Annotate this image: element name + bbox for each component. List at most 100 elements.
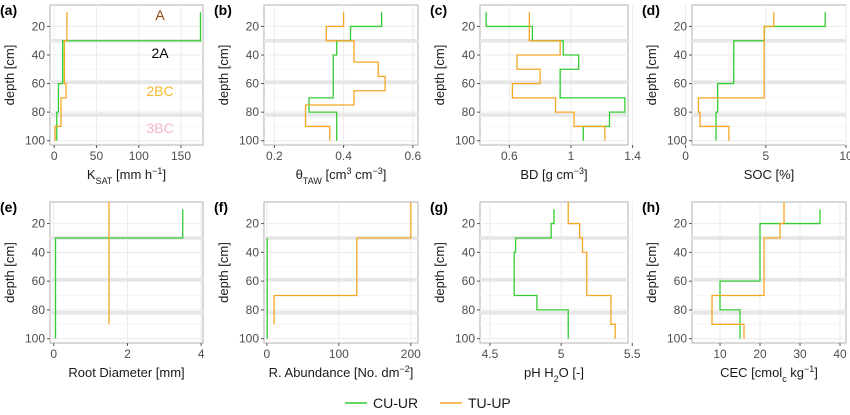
plot-area (691, 201, 847, 344)
legend-label-tu-up: TU-UP (468, 395, 511, 411)
horizon-band (50, 277, 203, 282)
horizon-band (480, 80, 628, 84)
series-line-cu-ur (56, 12, 202, 141)
y-axis-label: depth [cm] (216, 45, 231, 106)
horizon-label-2bc: 2BC (146, 83, 173, 99)
horizon-band (50, 310, 203, 315)
x-tick-label: 0.4 (335, 149, 352, 163)
x-axis-label-part: K (87, 167, 96, 182)
x-tick-label: 0 (264, 347, 271, 361)
y-tick-label: 40 (246, 48, 260, 62)
x-tick-label: 10 (839, 149, 850, 163)
x-axis-label: R. Abundance [No. dm−2] (269, 364, 414, 380)
y-tick-label: 100 (239, 134, 259, 148)
x-tick-label: 0 (50, 347, 57, 361)
horizon-band (480, 277, 628, 282)
panel-label: (b) (214, 2, 232, 18)
horizon-band (692, 277, 846, 282)
x-axis-label-part: c (782, 374, 787, 384)
x-tick-label: 20 (753, 347, 767, 361)
x-tick-label: 50 (90, 149, 104, 163)
x-tick-label: 30 (793, 347, 807, 361)
series-line-cu-ur (308, 12, 383, 141)
x-axis-label-part: SAT (96, 176, 113, 186)
y-tick-label: 80 (674, 105, 688, 119)
panel-label: (e) (0, 199, 17, 215)
panel-a: 20 40 60 80 100 0 50 100 150 depth [cm] KSAT [mm h… (0, 2, 204, 186)
x-tick-label: 0.2 (266, 149, 283, 163)
series-line-cu-ur (719, 209, 821, 339)
y-tick-label: 60 (32, 77, 46, 91)
y-tick-label: 20 (674, 19, 688, 33)
legend: CU-UR TU-UP (345, 395, 511, 411)
y-axis-label: depth [cm] (2, 45, 17, 106)
x-tick-label: 0.6 (501, 149, 518, 163)
y-tick-label: 80 (246, 303, 260, 317)
x-axis-label-part: pH H (524, 365, 554, 380)
y-tick-label: 80 (462, 303, 476, 317)
x-tick-label: 1.4 (624, 149, 641, 163)
y-tick-label: 60 (32, 274, 46, 288)
y-tick-label: 100 (25, 332, 45, 346)
x-axis-label-part: ] (814, 365, 818, 380)
panel-label: (h) (642, 199, 660, 215)
y-tick-label: 40 (32, 48, 46, 62)
horizon-label-2a: 2A (151, 45, 169, 61)
plot-area (691, 4, 847, 146)
y-tick-label: 100 (667, 332, 687, 346)
y-tick-label: 80 (462, 105, 476, 119)
plot-area (49, 201, 204, 344)
legend-label-cu-ur: CU-UR (373, 395, 418, 411)
x-axis-label-part: SOC [%] (744, 167, 795, 182)
x-tick-label: 100 (329, 347, 349, 361)
x-axis-label-part: TAW (303, 176, 322, 186)
x-tick-label: 5 (762, 149, 769, 163)
y-tick-label: 60 (246, 77, 260, 91)
y-tick-label: 60 (462, 274, 476, 288)
x-tick-label: 150 (171, 149, 191, 163)
y-axis-label: depth [cm] (216, 242, 231, 303)
x-axis-label-part: ] (162, 167, 166, 182)
y-tick-label: 100 (667, 134, 687, 148)
y-tick-label: 80 (32, 303, 46, 317)
y-tick-label: 80 (674, 303, 688, 317)
horizon-band (692, 310, 846, 315)
plot-area (263, 4, 419, 146)
y-tick-label: 60 (246, 274, 260, 288)
y-tick-label: 20 (246, 217, 260, 231)
y-tick-label: 60 (674, 274, 688, 288)
x-axis-label: SOC [%] (744, 167, 795, 182)
horizon-band (264, 80, 418, 84)
x-axis-label: CEC [cmolc kg−1] (720, 364, 818, 384)
x-tick-label: 200 (401, 347, 421, 361)
horizon-band (692, 38, 846, 43)
series-line-cu-ur (485, 12, 626, 141)
x-tick-label: 0 (682, 149, 689, 163)
x-axis-label-part: kg (787, 365, 804, 380)
panel-label: (c) (430, 2, 447, 18)
panel-e: 20 40 60 80 100 0 2 4 depth [cm] Root Diameter [m… (0, 199, 205, 380)
series-line-tu-up (711, 202, 785, 339)
horizon-band (264, 310, 418, 315)
x-tick-label: 10 (713, 347, 727, 361)
y-axis-label: depth [cm] (2, 242, 17, 303)
x-axis-label-part: 3 (346, 166, 351, 176)
panel-label: (g) (430, 199, 448, 215)
panel-f: 20 40 60 80 100 0 100 200 depth [cm] R. Abundance… (214, 199, 421, 380)
x-axis-label-part: ] (383, 167, 387, 182)
x-axis-label-part: −1 (152, 166, 162, 176)
y-tick-label: 20 (462, 19, 476, 33)
y-tick-label: 60 (462, 77, 476, 91)
y-tick-label: 40 (674, 245, 688, 259)
panel-c: 20 40 60 80 100 0.6 1 1.4 depth [cm] BD [g cm−3] (… (430, 2, 641, 182)
series-line-tu-up (54, 12, 68, 141)
x-axis-label-part: −3 (372, 166, 382, 176)
x-axis-label-part: CEC [cmol (720, 365, 782, 380)
series-line-tu-up (511, 12, 606, 141)
horizon-band (50, 113, 203, 117)
y-axis-label: depth [cm] (644, 45, 659, 106)
y-tick-label: 80 (246, 105, 260, 119)
x-tick-label: 40 (833, 347, 847, 361)
horizon-label-a: A (155, 7, 165, 23)
